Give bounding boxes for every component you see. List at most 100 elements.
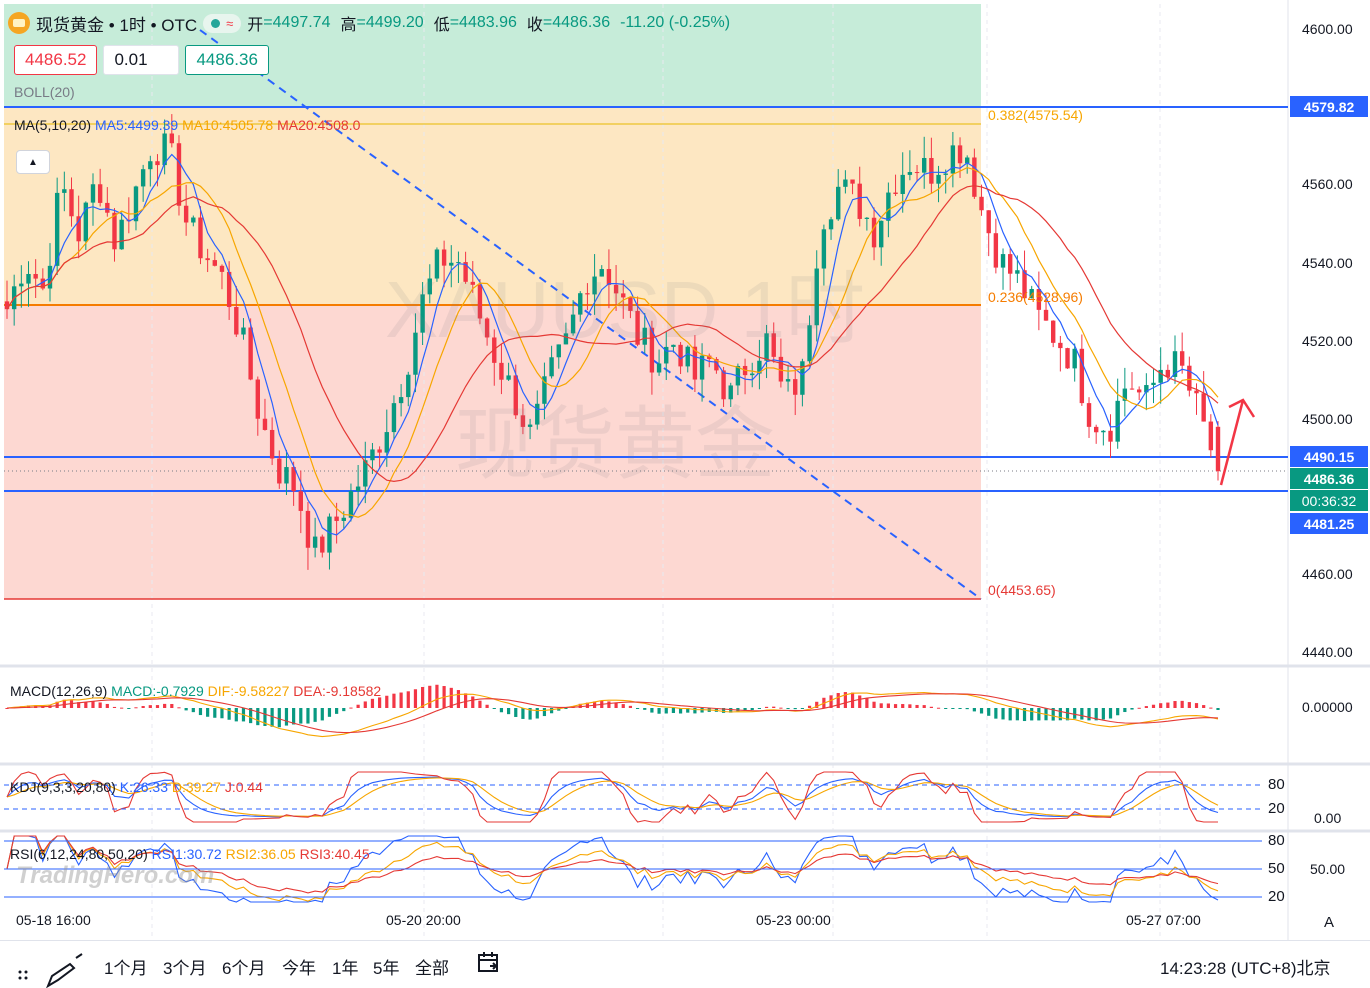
gold-icon bbox=[8, 12, 30, 34]
candle-body bbox=[212, 260, 218, 266]
candle-body bbox=[1050, 320, 1056, 343]
macd-value: MACD:-0.7929 bbox=[111, 683, 204, 699]
macd-histogram-bar bbox=[557, 708, 561, 711]
quantity-input[interactable]: 0.01 bbox=[103, 45, 180, 75]
macd-histogram-bar bbox=[743, 708, 747, 711]
range-6m-button[interactable]: 6个月 bbox=[222, 959, 266, 978]
last-price-tag: 4486.36 bbox=[1290, 468, 1368, 489]
kdj-legend[interactable]: KDJ(9,3,3,20,80) K:26.33 D:39.27 J:0.44 bbox=[10, 779, 263, 795]
symbol-title[interactable]: 现货黄金 • 1时 • OTC bbox=[36, 15, 198, 35]
macd-histogram-bar bbox=[270, 708, 274, 727]
macd-histogram-bar bbox=[191, 708, 195, 713]
support-upper-price-tag[interactable]: 4490.15 bbox=[1290, 446, 1368, 467]
rsi-legend[interactable]: RSI(6,12,24,80,50,20) RSI1:30.72 RSI2:36… bbox=[10, 846, 370, 862]
macd-histogram-bar bbox=[292, 708, 296, 725]
macd-histogram-bar bbox=[901, 704, 905, 708]
macd-histogram-bar bbox=[1051, 708, 1055, 721]
market-status[interactable]: ≈ bbox=[203, 13, 242, 33]
candle-body bbox=[484, 318, 490, 338]
macd-histogram-bar bbox=[385, 695, 389, 708]
range-1y-button[interactable]: 1年 bbox=[332, 959, 359, 978]
candle-body bbox=[434, 249, 440, 279]
resistance-price-tag[interactable]: 4579.82 bbox=[1290, 96, 1368, 117]
candle-body bbox=[656, 363, 662, 373]
candle-body bbox=[828, 219, 834, 230]
collapse-legend-button[interactable]: ▲ bbox=[16, 150, 50, 174]
macd-histogram-bar bbox=[177, 707, 181, 709]
candle-body bbox=[1022, 270, 1027, 299]
macd-histogram-bar bbox=[542, 708, 547, 717]
macd-histogram-bar bbox=[1137, 707, 1141, 709]
macd-histogram-bar bbox=[5, 708, 9, 709]
candle-body bbox=[26, 273, 31, 284]
candle-body bbox=[750, 373, 755, 376]
candle-body bbox=[62, 189, 67, 193]
candle-body bbox=[864, 217, 870, 219]
candle-body bbox=[642, 327, 647, 345]
range-1m-button[interactable]: 1个月 bbox=[104, 959, 148, 978]
support-lower-price-tag[interactable]: 4481.25 bbox=[1290, 513, 1368, 534]
macd-histogram-bar bbox=[879, 703, 883, 708]
macd-histogram-bar bbox=[549, 708, 554, 714]
candle-body bbox=[950, 145, 956, 174]
macd-histogram-bar bbox=[922, 705, 926, 708]
macd-histogram-bar bbox=[829, 695, 833, 708]
macd-histogram-bar bbox=[499, 708, 504, 713]
calendar-range-icon[interactable] bbox=[476, 950, 502, 981]
drawing-tools[interactable] bbox=[0, 946, 90, 988]
macd-histogram-bar bbox=[528, 708, 532, 720]
downtrend-line[interactable] bbox=[199, 29, 982, 600]
candle-body bbox=[255, 379, 260, 419]
candle-body bbox=[291, 467, 296, 492]
close-label: 收 bbox=[526, 17, 543, 34]
ma-legend[interactable]: MA(5,10,20) MA5:4499.39 MA10:4505.78 MA2… bbox=[14, 117, 360, 133]
ma5-line bbox=[6, 153, 1219, 536]
auto-scale-button[interactable]: A bbox=[1323, 913, 1334, 931]
candle-body bbox=[499, 362, 504, 380]
boll-legend[interactable]: BOLL(20) bbox=[14, 84, 75, 100]
price-tick: 4540.00 bbox=[1302, 255, 1353, 271]
macd-histogram-bar bbox=[815, 701, 819, 708]
macd-legend[interactable]: MACD(12,26,9) MACD:-0.7929 DIF:-9.58227 … bbox=[10, 683, 381, 699]
macd-histogram-bar bbox=[313, 708, 317, 722]
buy-button[interactable]: 4486.36 bbox=[185, 45, 269, 75]
range-3m-button[interactable]: 3个月 bbox=[163, 959, 207, 978]
clock-timezone[interactable]: 14:23:28 (UTC+8)北京 bbox=[1160, 959, 1331, 978]
macd-histogram-bar bbox=[729, 708, 733, 713]
time-tick: 05-18 16:00 bbox=[16, 912, 91, 928]
candle-body bbox=[664, 346, 669, 364]
macd-histogram-bar bbox=[492, 708, 496, 709]
candle-body bbox=[1029, 289, 1034, 299]
rsi-mid-label: 50.00 bbox=[1310, 861, 1346, 877]
rsi-80-label: 80 bbox=[1268, 832, 1285, 849]
price-tick: 4520.00 bbox=[1302, 333, 1353, 349]
macd-histogram-bar bbox=[471, 696, 475, 708]
candle-body bbox=[1144, 385, 1149, 393]
candle-body bbox=[4, 301, 10, 310]
macd-histogram-bar bbox=[299, 708, 303, 724]
range-all-button[interactable]: 全部 bbox=[415, 959, 449, 978]
macd-histogram-bar bbox=[1116, 708, 1120, 716]
macd-histogram-bar bbox=[141, 706, 145, 708]
up-arrow-annotation[interactable] bbox=[1219, 398, 1256, 486]
kdj-pane bbox=[6, 771, 1219, 823]
candle-body bbox=[535, 403, 540, 425]
macd-histogram-bar bbox=[163, 703, 167, 708]
candle-body bbox=[1000, 254, 1006, 268]
pane-separators[interactable] bbox=[0, 664, 1370, 833]
candle-body bbox=[678, 344, 683, 367]
d-line bbox=[6, 777, 1219, 817]
range-5y-button[interactable]: 5年 bbox=[373, 959, 400, 978]
macd-histogram-bar bbox=[1065, 708, 1070, 721]
candle-body bbox=[420, 294, 425, 333]
macd-histogram-bar bbox=[263, 708, 267, 726]
macd-histogram-bar bbox=[1015, 708, 1019, 721]
macd-histogram-bar bbox=[893, 704, 898, 708]
range-ytd-button[interactable]: 今年 bbox=[282, 959, 316, 978]
candle-body bbox=[914, 172, 920, 174]
candle-body bbox=[907, 172, 913, 175]
candles bbox=[4, 114, 1221, 570]
candle-body bbox=[69, 189, 74, 217]
sell-button[interactable]: 4486.52 bbox=[14, 45, 98, 75]
